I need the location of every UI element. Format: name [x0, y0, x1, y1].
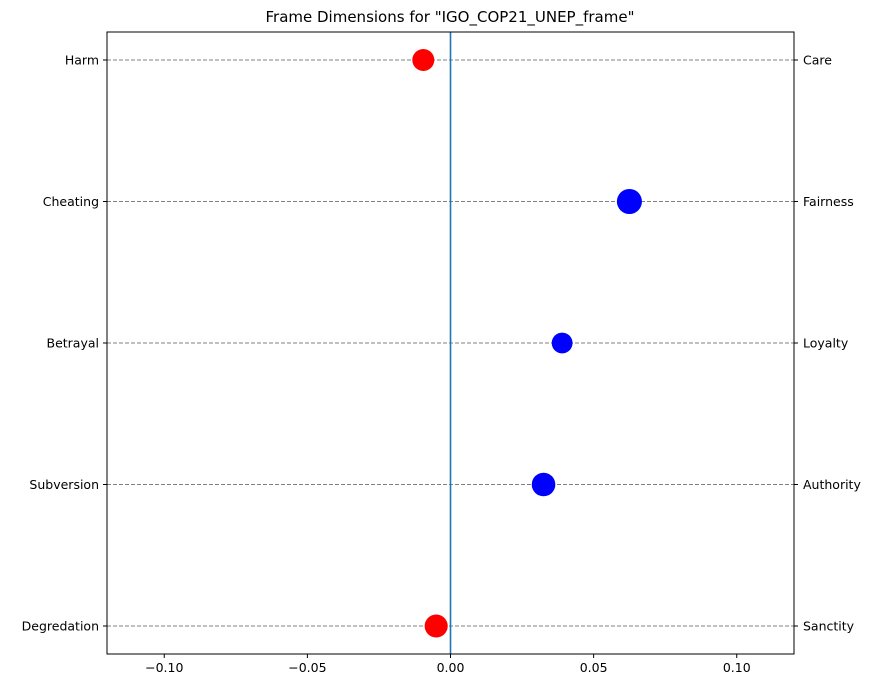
right-tick-label: Sanctity — [803, 619, 855, 634]
left-tick-label: Subversion — [29, 477, 99, 492]
chart-title: Frame Dimensions for "IGO_COP21_UNEP_fra… — [266, 8, 635, 27]
data-point — [424, 614, 448, 638]
left-tick-label: Harm — [65, 53, 99, 68]
data-point — [616, 188, 642, 215]
x-axis: −0.10 −0.05 0.00 0.05 0.10 — [145, 654, 751, 675]
x-tick-label: 0.05 — [580, 660, 608, 675]
right-tick-label: Fairness — [803, 194, 854, 209]
right-tick-label: Authority — [803, 477, 861, 492]
left-tick-label: Cheating — [43, 194, 99, 209]
x-tick-label: 0.10 — [723, 660, 751, 675]
left-tick-label: Degredation — [22, 619, 99, 634]
data-point — [531, 472, 556, 497]
x-tick-label: −0.10 — [145, 660, 183, 675]
right-tick-label: Loyalty — [803, 336, 849, 351]
left-tick-label: Betrayal — [47, 336, 100, 351]
data-point — [551, 332, 573, 354]
x-tick-label: −0.05 — [288, 660, 326, 675]
x-tick-label: 0.00 — [437, 660, 465, 675]
right-tick-label: Care — [803, 53, 832, 68]
data-point — [412, 49, 435, 71]
right-axis: Care Fairness Loyalty Authority Sanctity — [794, 53, 861, 634]
points-layer — [412, 49, 642, 638]
left-axis: Harm Cheating Betrayal Subversion Degredatio… — [22, 53, 107, 634]
